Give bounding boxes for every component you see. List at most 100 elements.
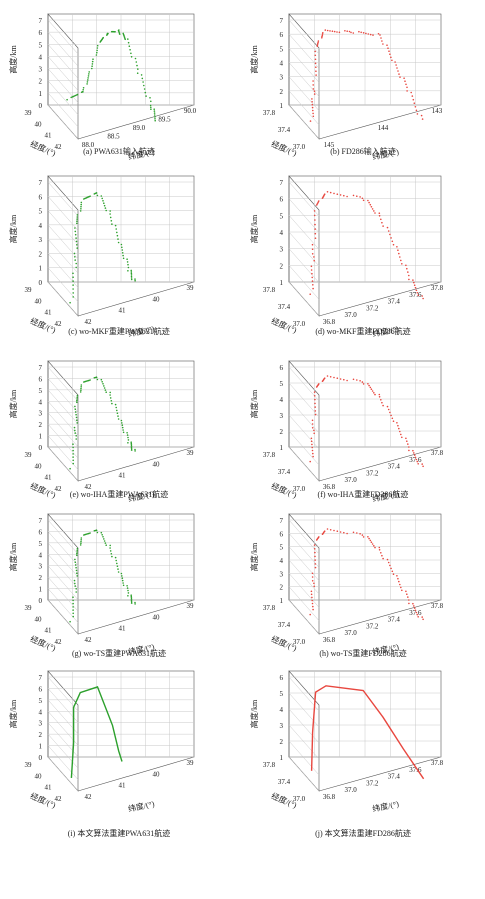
trajectory-point [311, 576, 314, 578]
trajectory-point [154, 119, 156, 122]
trajectory-point [76, 575, 78, 577]
trajectory-point [104, 542, 107, 544]
trajectory-point [318, 383, 320, 385]
y-tick-label: 37.0 [293, 795, 306, 803]
trajectory-point [391, 59, 393, 62]
trajectory-point [390, 56, 392, 59]
trajectory-point [121, 422, 123, 424]
x-tick-label: 36.8 [323, 483, 336, 491]
trajectory-point [110, 220, 113, 222]
trajectory-point [121, 577, 124, 579]
y-axis-label: 经度/(°) [29, 634, 58, 653]
trajectory-points [309, 528, 424, 621]
trajectory-point [406, 90, 408, 92]
trajectory-point [311, 580, 314, 582]
trajectory-point [389, 564, 391, 567]
x-tick-label: 39 [187, 759, 195, 767]
trajectory-point [130, 278, 133, 281]
panel-caption-f: (f) wo-IHA重建FD286航迹 [317, 490, 409, 499]
x-tick-label: 37.2 [366, 304, 379, 312]
trajectory-point [406, 86, 408, 89]
z-tick-label: 0 [39, 597, 43, 605]
chart-panel-c: 0 1 2 3 4 5 6 7 39 40 41 42 42 41 40 39 高度/km 经度/(°) 纬度/(°… [4, 170, 234, 340]
x-tick-label: 37.0 [344, 786, 357, 794]
trajectory-point [313, 256, 315, 258]
trajectory-point [130, 56, 133, 58]
trajectory-point [313, 429, 315, 432]
trajectory-point [311, 572, 314, 575]
trajectory-point [134, 450, 136, 452]
z-tick-label: 7 [280, 517, 284, 525]
y-tick-label: 40 [35, 297, 43, 305]
chart-panel-j: 1 2 3 4 5 6 37.8 37.4 37.0 36.8 37.0 37.2 37.4 37.6 37… [245, 665, 481, 815]
trajectory-point [326, 375, 329, 377]
trajectory-point [310, 593, 313, 596]
trajectory-point [76, 247, 78, 249]
trajectory-point [88, 71, 90, 73]
trajectory-point [394, 61, 396, 63]
trajectory-point [312, 88, 315, 90]
trajectory-point [370, 541, 373, 543]
trajectory-point [361, 197, 364, 200]
trajectory-point [322, 32, 324, 34]
trajectory-point [387, 230, 390, 232]
trajectory-point [103, 538, 105, 540]
z-tick-label: 0 [39, 279, 43, 287]
trajectory-point [370, 206, 373, 208]
trajectory-point [311, 596, 313, 599]
trajectory-point [404, 80, 406, 82]
trajectory-point [73, 579, 76, 582]
trajectory-point [310, 265, 313, 268]
trajectory-point [82, 91, 84, 93]
trajectory-point [103, 202, 105, 204]
y-tick-label: 37.0 [293, 320, 306, 328]
trajectory-point [140, 74, 143, 76]
trajectory-point [421, 616, 423, 618]
y-tick-label: 39 [25, 604, 33, 612]
trajectory-point [373, 210, 375, 212]
trajectory-point [359, 533, 361, 535]
z-tick-label: 5 [280, 45, 284, 53]
trajectory-point [405, 590, 407, 593]
trajectory-point [111, 402, 113, 405]
trajectory-point [373, 545, 375, 547]
x-tick-label: 37.0 [344, 476, 357, 484]
trajectory-point [126, 585, 128, 587]
trajectory-point [413, 281, 415, 284]
x-tick-label: 144 [378, 124, 389, 132]
trajectory-point [74, 408, 77, 410]
trajectory-point [314, 223, 316, 226]
trajectory-point [414, 456, 417, 459]
trajectory-point [100, 195, 103, 197]
z-tick-label: 4 [39, 551, 43, 559]
z-tick-label: 7 [39, 179, 43, 187]
trajectory-point [316, 45, 319, 47]
trajectory-point [397, 577, 399, 580]
z-tick-label: 6 [39, 528, 43, 536]
trajectory-point [95, 376, 98, 379]
z-tick-label: 4 [39, 53, 43, 61]
trajectory-point [386, 226, 389, 229]
trajectory-point [398, 252, 400, 255]
z-tick-label: 1 [39, 433, 43, 441]
trajectory-point [75, 566, 77, 569]
trajectory-point [87, 75, 90, 77]
trajectory-point [406, 440, 408, 442]
trajectory-point [389, 411, 391, 414]
trajectory-point [378, 215, 381, 217]
y-axis-label: 经度/(°) [29, 791, 58, 810]
trajectory-point [313, 210, 316, 212]
trajectory-point [380, 552, 382, 554]
trajectory-point [380, 37, 382, 39]
trajectory-point [395, 64, 397, 66]
trajectory-point [76, 398, 78, 400]
chart-panel-f: 1 2 3 4 5 6 37.8 37.4 37.0 36.8 37.0 37.2 37.4 37.6 37… [245, 355, 481, 505]
trajectory-point [371, 543, 374, 545]
trajectory-point [127, 442, 129, 444]
trajectory-point [76, 422, 78, 424]
y-tick-label: 41 [45, 474, 53, 482]
chart-panel-e: 0 1 2 3 4 5 6 7 39 40 41 42 42 41 40 39 高度/km 经度/(°) 纬度/(°… [4, 355, 234, 505]
trajectory-point [105, 209, 107, 212]
y-tick-label: 37.8 [263, 109, 276, 117]
